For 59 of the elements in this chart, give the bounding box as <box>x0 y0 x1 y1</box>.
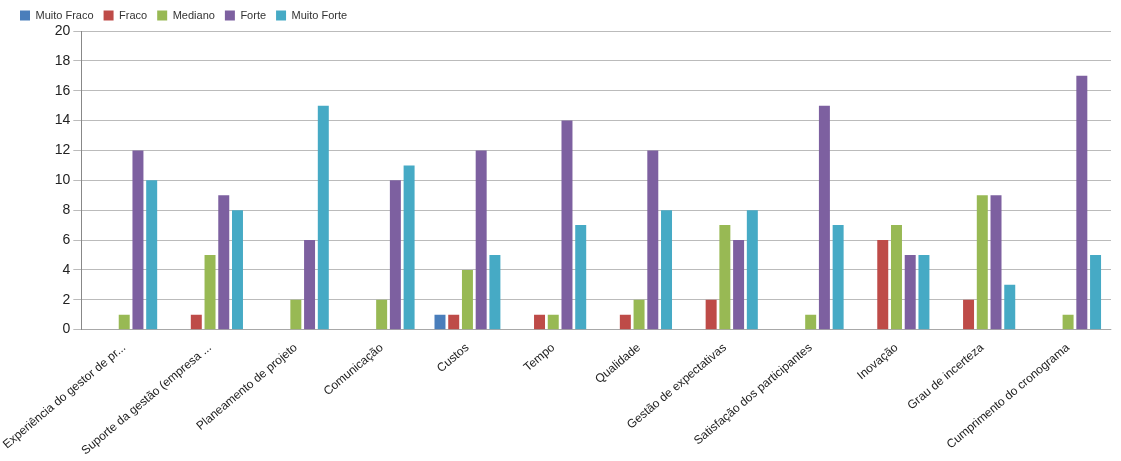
bar <box>805 314 817 330</box>
bar <box>304 240 316 330</box>
bar <box>1004 284 1016 330</box>
bar <box>619 314 631 330</box>
bar <box>232 210 243 330</box>
bar <box>534 314 546 330</box>
bar <box>904 254 916 330</box>
y-tick-label: 16 <box>54 81 71 98</box>
bar <box>647 150 659 330</box>
legend-label: Muito Forte <box>291 8 348 21</box>
y-tick-label: 18 <box>54 51 71 68</box>
bar <box>990 195 1002 330</box>
bar <box>661 210 673 330</box>
bar <box>290 299 302 330</box>
bar <box>976 195 988 330</box>
bar <box>633 299 645 330</box>
bar <box>403 165 415 330</box>
legend-label: Forte <box>240 8 267 21</box>
bar <box>218 195 230 330</box>
bar <box>561 120 573 330</box>
bar <box>719 225 731 330</box>
legend-label: Fraco <box>119 8 148 21</box>
bar <box>877 240 889 330</box>
legend-label: Muito Fraco <box>35 8 94 21</box>
bar <box>389 180 401 330</box>
bar <box>832 225 844 330</box>
bar <box>204 254 216 330</box>
bar <box>963 299 975 330</box>
legend-label: Mediano <box>172 8 215 21</box>
bar <box>1090 254 1102 330</box>
bar <box>733 240 745 330</box>
bar <box>118 314 130 330</box>
bar <box>818 105 830 330</box>
bar <box>575 225 587 330</box>
bar <box>489 254 501 330</box>
bar <box>705 299 717 330</box>
y-tick-label: 4 <box>62 260 71 277</box>
bar <box>448 314 460 330</box>
y-tick-label: 14 <box>54 111 71 128</box>
y-tick-label: 8 <box>62 201 71 218</box>
bar <box>376 299 388 330</box>
bar <box>1076 75 1088 330</box>
y-tick-label: 0 <box>62 320 71 337</box>
bar <box>461 269 473 330</box>
bar <box>190 314 202 330</box>
y-tick-label: 2 <box>62 290 71 307</box>
y-tick-label: 10 <box>54 171 71 188</box>
bar <box>1062 314 1074 330</box>
y-tick-label: 20 <box>54 21 71 38</box>
bar <box>918 254 930 330</box>
bar <box>890 225 902 330</box>
y-tick-label: 6 <box>62 230 71 247</box>
bar <box>475 150 487 330</box>
bar <box>146 180 158 330</box>
bar <box>132 150 144 330</box>
bar <box>746 210 758 330</box>
bar <box>317 105 329 330</box>
bar <box>547 314 559 330</box>
y-tick-label: 12 <box>54 141 71 158</box>
